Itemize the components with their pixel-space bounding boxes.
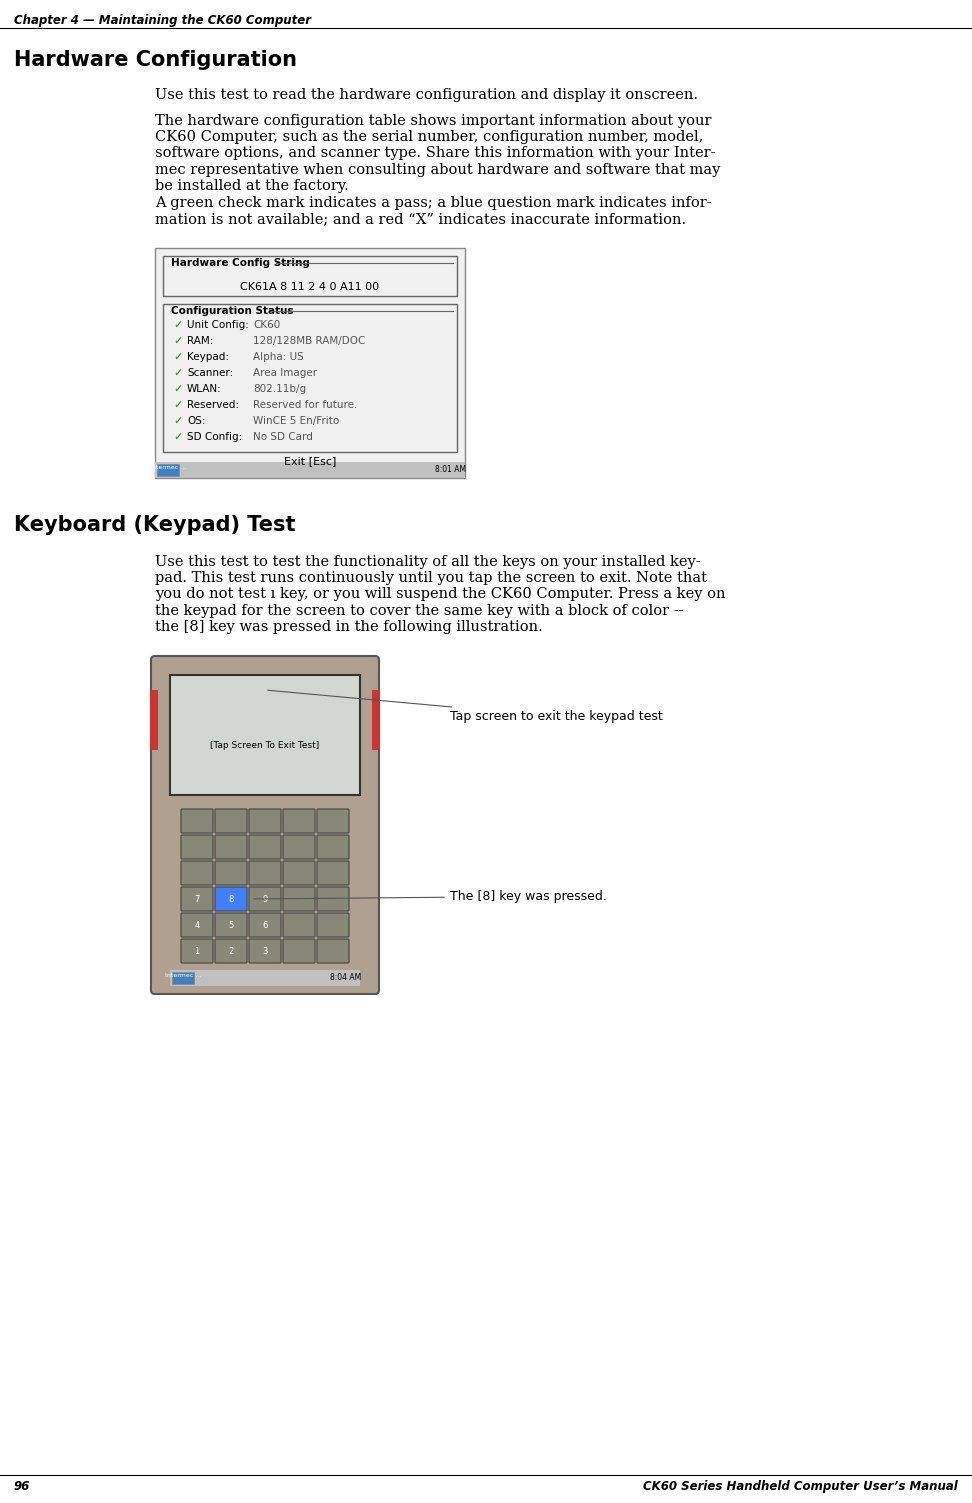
Text: RAM:: RAM: bbox=[187, 337, 214, 346]
Text: 8:04 AM: 8:04 AM bbox=[330, 972, 362, 981]
Text: Hardware Configuration: Hardware Configuration bbox=[14, 50, 297, 71]
Text: Unit Config:: Unit Config: bbox=[187, 320, 249, 331]
Text: 7: 7 bbox=[194, 894, 199, 903]
FancyBboxPatch shape bbox=[215, 939, 247, 963]
FancyBboxPatch shape bbox=[249, 912, 281, 936]
Text: 5: 5 bbox=[228, 920, 233, 929]
Text: Area Imager: Area Imager bbox=[253, 368, 317, 377]
Bar bbox=[170, 969, 360, 986]
Text: 96: 96 bbox=[14, 1480, 30, 1492]
Bar bbox=[150, 690, 158, 750]
FancyBboxPatch shape bbox=[283, 939, 315, 963]
Bar bbox=[372, 690, 380, 750]
FancyBboxPatch shape bbox=[283, 887, 315, 911]
Text: The hardware configuration table shows important information about your
CK60 Com: The hardware configuration table shows i… bbox=[155, 114, 720, 192]
Text: SD Config:: SD Config: bbox=[187, 431, 242, 442]
Text: No SD Card: No SD Card bbox=[253, 431, 313, 442]
FancyBboxPatch shape bbox=[317, 912, 349, 936]
Text: ✓: ✓ bbox=[173, 400, 183, 410]
Text: CK61A 8 11 2 4 0 A11 00: CK61A 8 11 2 4 0 A11 00 bbox=[240, 283, 379, 292]
FancyBboxPatch shape bbox=[215, 809, 247, 833]
FancyBboxPatch shape bbox=[181, 809, 213, 833]
Text: ✓: ✓ bbox=[173, 320, 183, 331]
FancyBboxPatch shape bbox=[215, 836, 247, 860]
FancyBboxPatch shape bbox=[181, 939, 213, 963]
FancyBboxPatch shape bbox=[317, 809, 349, 833]
FancyBboxPatch shape bbox=[181, 912, 213, 936]
Text: Intermec ...: Intermec ... bbox=[165, 972, 201, 978]
FancyBboxPatch shape bbox=[155, 248, 465, 478]
Text: 1: 1 bbox=[194, 947, 199, 956]
Text: ✓: ✓ bbox=[173, 383, 183, 394]
FancyBboxPatch shape bbox=[215, 912, 247, 936]
Text: Reserved for future.: Reserved for future. bbox=[253, 400, 358, 410]
Text: 3: 3 bbox=[262, 947, 267, 956]
Bar bbox=[163, 256, 457, 296]
Text: A green check mark indicates a pass; a blue question mark indicates infor-
matio: A green check mark indicates a pass; a b… bbox=[155, 195, 712, 225]
Text: 2: 2 bbox=[228, 947, 233, 956]
FancyBboxPatch shape bbox=[317, 887, 349, 911]
Text: [Tap Screen To Exit Test]: [Tap Screen To Exit Test] bbox=[210, 741, 320, 750]
FancyBboxPatch shape bbox=[249, 887, 281, 911]
Text: The [8] key was pressed.: The [8] key was pressed. bbox=[254, 890, 607, 903]
Text: Hardware Config String: Hardware Config String bbox=[171, 259, 310, 268]
Text: 128/128MB RAM/DOC: 128/128MB RAM/DOC bbox=[253, 337, 365, 346]
Text: WinCE 5 En/Frito: WinCE 5 En/Frito bbox=[253, 416, 339, 425]
FancyBboxPatch shape bbox=[317, 939, 349, 963]
FancyBboxPatch shape bbox=[215, 861, 247, 885]
Bar bbox=[155, 461, 465, 478]
FancyBboxPatch shape bbox=[181, 836, 213, 860]
FancyBboxPatch shape bbox=[151, 655, 379, 993]
Text: OS:: OS: bbox=[187, 416, 205, 425]
FancyBboxPatch shape bbox=[249, 836, 281, 860]
FancyBboxPatch shape bbox=[317, 836, 349, 860]
Text: ✓: ✓ bbox=[173, 352, 183, 362]
FancyBboxPatch shape bbox=[181, 861, 213, 885]
Bar bbox=[163, 304, 457, 452]
Text: Scanner:: Scanner: bbox=[187, 368, 233, 377]
FancyBboxPatch shape bbox=[181, 887, 213, 911]
Text: Chapter 4 — Maintaining the CK60 Computer: Chapter 4 — Maintaining the CK60 Compute… bbox=[14, 14, 311, 27]
Text: 4: 4 bbox=[194, 920, 199, 929]
FancyBboxPatch shape bbox=[283, 809, 315, 833]
FancyBboxPatch shape bbox=[283, 861, 315, 885]
Bar bbox=[170, 675, 360, 795]
Text: ✓: ✓ bbox=[173, 431, 183, 442]
Text: ✓: ✓ bbox=[173, 416, 183, 425]
Text: 802.11b/g: 802.11b/g bbox=[253, 383, 306, 394]
Text: ✓: ✓ bbox=[173, 368, 183, 377]
Text: Intermec ...: Intermec ... bbox=[150, 464, 186, 470]
Text: Use this test to test the functionality of all the keys on your installed key-
p: Use this test to test the functionality … bbox=[155, 555, 725, 634]
FancyBboxPatch shape bbox=[317, 861, 349, 885]
FancyBboxPatch shape bbox=[249, 809, 281, 833]
Text: CK60 Series Handheld Computer User’s Manual: CK60 Series Handheld Computer User’s Man… bbox=[643, 1480, 958, 1492]
Bar bbox=[172, 972, 194, 984]
Text: Keypad:: Keypad: bbox=[187, 352, 229, 362]
Text: CK60: CK60 bbox=[253, 320, 280, 331]
Text: 8:01 AM: 8:01 AM bbox=[435, 464, 467, 473]
Text: Reserved:: Reserved: bbox=[187, 400, 239, 410]
Bar bbox=[157, 464, 179, 476]
Text: Alpha: US: Alpha: US bbox=[253, 352, 303, 362]
FancyBboxPatch shape bbox=[283, 836, 315, 860]
FancyBboxPatch shape bbox=[249, 939, 281, 963]
Text: Tap screen to exit the keypad test: Tap screen to exit the keypad test bbox=[267, 690, 663, 723]
Text: Keyboard (Keypad) Test: Keyboard (Keypad) Test bbox=[14, 516, 295, 535]
Text: 8: 8 bbox=[228, 894, 233, 903]
Text: Exit [Esc]: Exit [Esc] bbox=[284, 455, 336, 466]
FancyBboxPatch shape bbox=[215, 887, 247, 911]
Text: 9: 9 bbox=[262, 894, 267, 903]
Text: Configuration Status: Configuration Status bbox=[171, 307, 294, 316]
FancyBboxPatch shape bbox=[249, 861, 281, 885]
Text: WLAN:: WLAN: bbox=[187, 383, 222, 394]
Text: 6: 6 bbox=[262, 920, 267, 929]
Text: Use this test to read the hardware configuration and display it onscreen.: Use this test to read the hardware confi… bbox=[155, 89, 698, 102]
FancyBboxPatch shape bbox=[283, 912, 315, 936]
Text: ✓: ✓ bbox=[173, 337, 183, 346]
